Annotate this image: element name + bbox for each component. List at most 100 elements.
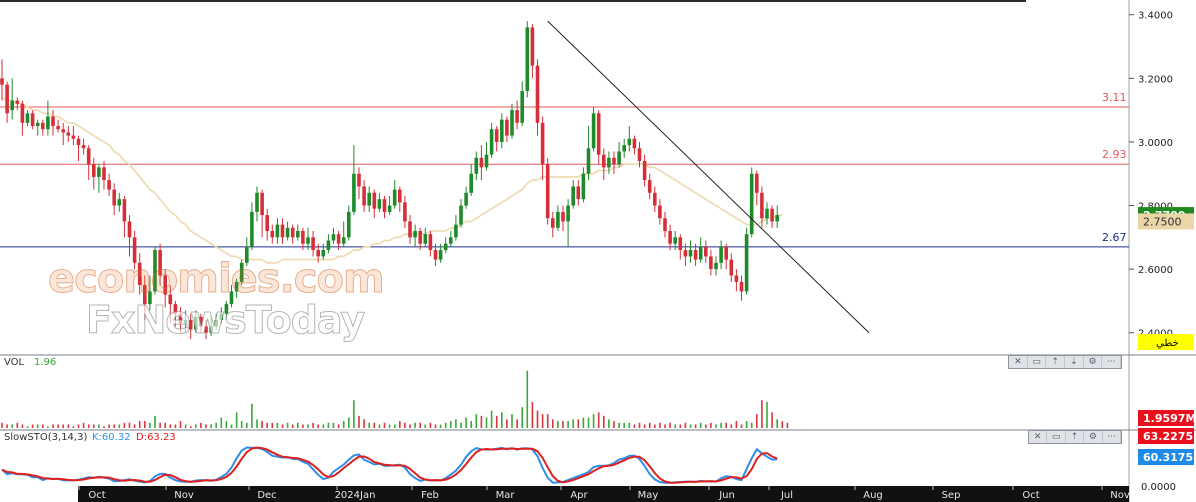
volume-bar <box>679 424 682 428</box>
volume-bar <box>720 422 722 428</box>
volume-bar <box>235 412 238 428</box>
volume-bar <box>567 421 569 428</box>
volume-bar <box>240 421 243 428</box>
restore-icon[interactable]: ▭ <box>1047 431 1066 443</box>
volume-bar <box>536 410 539 428</box>
volume-bar <box>761 400 763 428</box>
candle-body <box>377 199 382 209</box>
ma-price-label: 2.7500 <box>1143 215 1182 228</box>
chart-type-label: خطي <box>1156 338 1179 349</box>
candle-body <box>586 148 591 174</box>
candle-body <box>647 180 652 193</box>
candle-body <box>158 250 162 276</box>
candle-body <box>194 316 198 330</box>
candle-body <box>668 230 672 244</box>
month-label: Feb <box>421 490 439 501</box>
volume-bar <box>123 422 126 428</box>
candle-body <box>484 154 489 168</box>
stochastic-d-label: D:63.23 <box>136 432 176 443</box>
settings-icon[interactable]: ⚙ <box>1084 356 1103 368</box>
volume-bar <box>337 424 340 428</box>
candle-body <box>449 237 453 244</box>
candle-body <box>770 208 774 222</box>
candle-body <box>270 230 275 238</box>
candle-body <box>30 113 35 127</box>
candle-body <box>20 103 25 123</box>
volume-bar <box>409 424 411 428</box>
volume-bar <box>307 424 309 428</box>
volume-bar <box>659 422 661 428</box>
stochastic-k-badge <box>1138 449 1194 465</box>
horizontal-level-label: 2.67 <box>1102 231 1127 244</box>
month-label: Aug <box>863 490 883 501</box>
more-icon[interactable]: ⋯ <box>1102 356 1122 368</box>
candle-body <box>551 218 555 228</box>
candle-body <box>433 250 438 260</box>
candle-body <box>622 145 626 152</box>
candle-body <box>92 164 96 177</box>
stochastic-scale-label: 0.0000 <box>1141 482 1176 493</box>
candle-body <box>775 215 779 222</box>
move-down-icon[interactable]: ⇣ <box>1065 356 1084 368</box>
volume-bar <box>735 421 738 428</box>
stochastic-panel-tools: ✕ ▭ ⇡ ⚙ ⋯ <box>1028 430 1122 444</box>
volume-bar <box>21 424 24 428</box>
volume-bar <box>465 417 467 428</box>
close-icon[interactable]: ✕ <box>1029 431 1048 443</box>
volume-bar <box>297 422 299 428</box>
settings-icon[interactable]: ⚙ <box>1084 431 1103 443</box>
moving-average-line <box>1 96 783 264</box>
volume-bar <box>516 419 518 428</box>
volume-bar <box>511 414 513 428</box>
volume-panel-tools: ✕ ▭ ⇡ ⇣ ⚙ ⋯ <box>1008 355 1122 369</box>
volume-bar <box>608 419 610 428</box>
candle-body <box>403 202 407 222</box>
candle-body <box>749 173 754 235</box>
candle-body <box>71 135 76 139</box>
volume-bar <box>424 424 427 428</box>
candle-body <box>41 122 45 130</box>
candle-body <box>576 186 581 200</box>
candle-body <box>382 199 387 212</box>
volume-bar <box>480 415 483 428</box>
stochastic-panel-title: SlowSTO(3,14,3) <box>4 432 87 443</box>
volume-bar <box>210 424 212 428</box>
month-label: Nov <box>174 490 194 501</box>
candle-body <box>464 192 468 206</box>
candle-body <box>234 281 239 292</box>
candle-body <box>683 250 688 257</box>
candle-body <box>428 234 433 251</box>
candle-body <box>15 100 20 104</box>
candle-body <box>336 234 341 244</box>
volume-bar <box>118 424 121 428</box>
candle-body <box>494 129 499 142</box>
volume-bar <box>592 414 595 428</box>
restore-icon[interactable]: ▭ <box>1028 356 1047 368</box>
more-icon[interactable]: ⋯ <box>1103 431 1122 443</box>
volume-bar <box>291 424 294 428</box>
candle-body <box>392 189 397 206</box>
candle-body <box>387 205 392 212</box>
candle-body <box>658 205 662 219</box>
candle-body <box>214 320 218 327</box>
candle-body <box>765 208 769 219</box>
close-icon[interactable]: ✕ <box>1009 356 1028 368</box>
volume-bar <box>705 424 707 428</box>
candle-body <box>102 167 106 181</box>
volume-bar <box>730 424 733 428</box>
volume-bar <box>42 424 44 428</box>
move-up-icon[interactable]: ⇡ <box>1046 356 1066 368</box>
volume-bar <box>710 422 712 428</box>
volume-bar <box>766 401 768 428</box>
volume-bar <box>164 422 166 428</box>
volume-bar <box>353 400 355 428</box>
candle-body <box>122 199 127 222</box>
move-up-icon[interactable]: ⇡ <box>1066 431 1085 443</box>
volume-bar <box>643 424 646 428</box>
candle-body <box>540 122 545 165</box>
candle-body <box>714 262 718 270</box>
candle-body <box>143 285 147 305</box>
volume-bar <box>546 414 549 428</box>
candle-body <box>260 192 264 216</box>
